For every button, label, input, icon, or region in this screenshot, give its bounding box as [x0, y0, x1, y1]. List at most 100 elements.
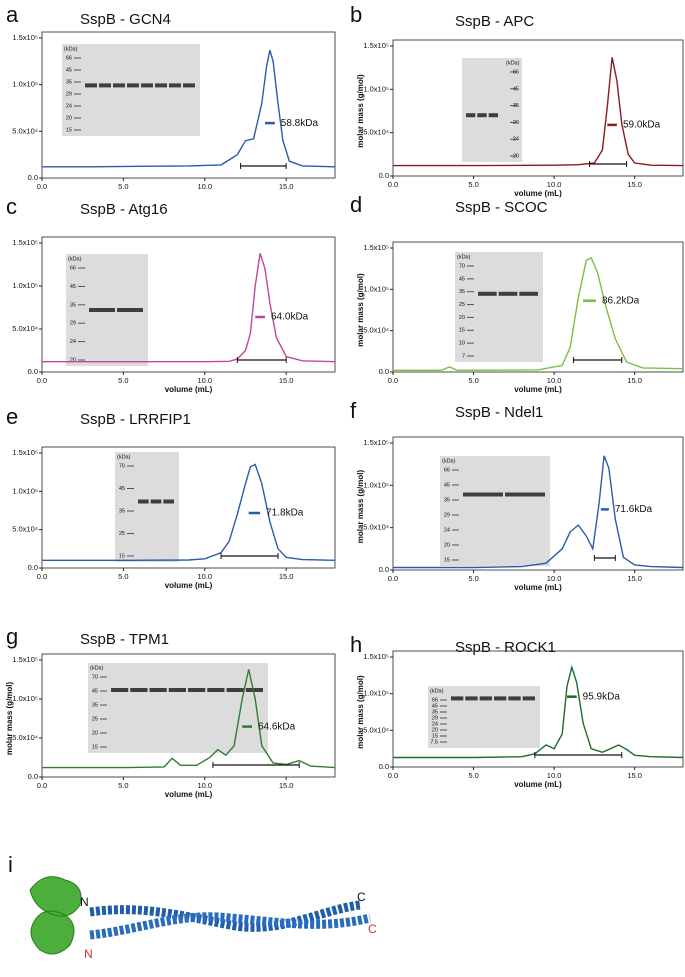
protein-band [169, 83, 181, 88]
gel-marker: 29 [432, 715, 438, 721]
protein-band [478, 291, 497, 296]
x-tick-label: 0.0 [37, 781, 47, 790]
y-tick-label: 0.0 [28, 563, 38, 572]
gel-marker: 25 [119, 531, 125, 537]
gel-unit: (kDa) [442, 458, 456, 464]
gel-marker: 20 [513, 153, 519, 159]
panel-letter: c [6, 194, 17, 219]
gel-marker: 24 [513, 137, 519, 143]
trace [42, 253, 336, 363]
y-tick-label: 1.5x10⁵ [363, 652, 389, 661]
y-tick-label: 1.5x10⁵ [12, 238, 38, 247]
panel: a SspB - GCN4 (kDa) 66 45 35 29 24 20 15 0.0 5.0x10… [6, 2, 336, 191]
protein-band [155, 83, 167, 88]
gel-marker: 29 [513, 120, 519, 126]
gel-marker: 15 [432, 733, 438, 739]
gel-inset [428, 686, 540, 748]
protein-band [451, 696, 464, 701]
gel-marker: 66 [444, 467, 450, 473]
gel-marker: 35 [70, 302, 76, 308]
gel-marker: 25 [92, 716, 98, 722]
plot-frame [392, 436, 684, 571]
protein-band [207, 688, 225, 692]
x-tick-label: 15.0 [279, 781, 294, 790]
trace [393, 256, 684, 372]
gel-marker: 24 [66, 103, 72, 109]
gel-marker: 24 [70, 339, 76, 345]
chart-title: SspB - TPM1 [80, 631, 169, 648]
gel-marker: 20 [459, 315, 465, 321]
x-tick-label: 0.0 [37, 376, 47, 385]
protein-band [85, 83, 97, 88]
protein-band [463, 492, 503, 497]
x-tick-label: 0.0 [388, 376, 398, 385]
protein-band [130, 688, 148, 692]
protein-band [226, 688, 244, 692]
x-tick-label: 5.0 [468, 180, 478, 189]
gel-marker: 45 [513, 86, 519, 92]
gel-marker: 35 [444, 497, 450, 503]
y-tick-label: 1.5x10⁵ [12, 655, 38, 664]
trace [42, 463, 336, 561]
x-tick-label: 5.0 [468, 376, 478, 385]
chart-title: SspB - GCN4 [80, 11, 171, 28]
gel-inset [462, 58, 522, 162]
mass-annotation: 95.9kDa [583, 691, 621, 702]
protein-band [111, 688, 129, 692]
panel: g SspB - TPM1 (kDa) 70 45 35 25 20 15 0.0 5.0x10⁴ 1… [5, 624, 336, 799]
gel-marker: 7.5 [430, 739, 438, 745]
gel-marker: 15 [66, 127, 72, 133]
plot-frame [41, 31, 336, 179]
y-tick-label: 0.0 [379, 565, 389, 574]
x-tick-label: 10.0 [197, 376, 212, 385]
gel-marker: 20 [66, 115, 72, 121]
x-axis-label: volume (mL) [514, 583, 562, 592]
protein-band [494, 696, 507, 701]
y-axis-label: molar mass (g/mol) [5, 681, 14, 755]
protein-band [245, 688, 263, 692]
x-tick-label: 5.0 [118, 182, 128, 191]
x-tick-label: 15.0 [279, 572, 294, 581]
y-tick-label: 5.0x10⁴ [12, 733, 38, 742]
x-tick-label: 15.0 [627, 574, 642, 583]
protein-band [89, 308, 115, 312]
gel-inset [62, 44, 200, 136]
gel-marker: 15 [92, 744, 98, 750]
x-tick-label: 0.0 [37, 182, 47, 191]
panel: b SspB - APC (kDa) 66 45 35 29 24 20 0.0 5.0x10⁴ 1.… [350, 2, 684, 198]
y-tick-label: 0.0 [28, 173, 38, 182]
gel-marker: 66 [66, 55, 72, 61]
x-tick-label: 15.0 [627, 180, 642, 189]
gel-marker: 66 [513, 69, 519, 75]
y-tick-label: 1.5x10⁵ [12, 33, 38, 42]
y-tick-label: 1.0x10⁵ [363, 284, 389, 293]
terminus-label: N [84, 947, 93, 961]
x-tick-label: 0.0 [388, 180, 398, 189]
protein-band [163, 499, 174, 504]
x-tick-label: 10.0 [197, 572, 212, 581]
gel-unit: (kDa) [90, 665, 104, 671]
protein-band [519, 291, 538, 296]
gel-marker: 7 [462, 353, 465, 359]
x-tick-label: 5.0 [118, 572, 128, 581]
chart-title: SspB - Atg16 [80, 201, 168, 218]
gel-unit: (kDa) [430, 688, 444, 694]
protein-band [99, 83, 111, 88]
protein-band [150, 499, 162, 504]
gel-marker: 35 [92, 702, 98, 708]
gel-marker: 15 [119, 553, 125, 559]
panel-letter: d [350, 192, 362, 217]
y-tick-label: 1.5x10⁵ [363, 41, 389, 50]
protein-band [522, 696, 535, 701]
protein-band [479, 696, 492, 701]
gel-marker: 20 [92, 730, 98, 736]
x-tick-label: 10.0 [547, 574, 562, 583]
gel-inset [88, 663, 268, 753]
x-tick-label: 5.0 [118, 376, 128, 385]
trace [393, 57, 684, 167]
gel-marker: 10 [459, 341, 465, 347]
protein-band [466, 113, 476, 118]
y-tick-label: 1.5x10⁵ [363, 438, 389, 447]
gel-marker: 15 [459, 328, 465, 334]
